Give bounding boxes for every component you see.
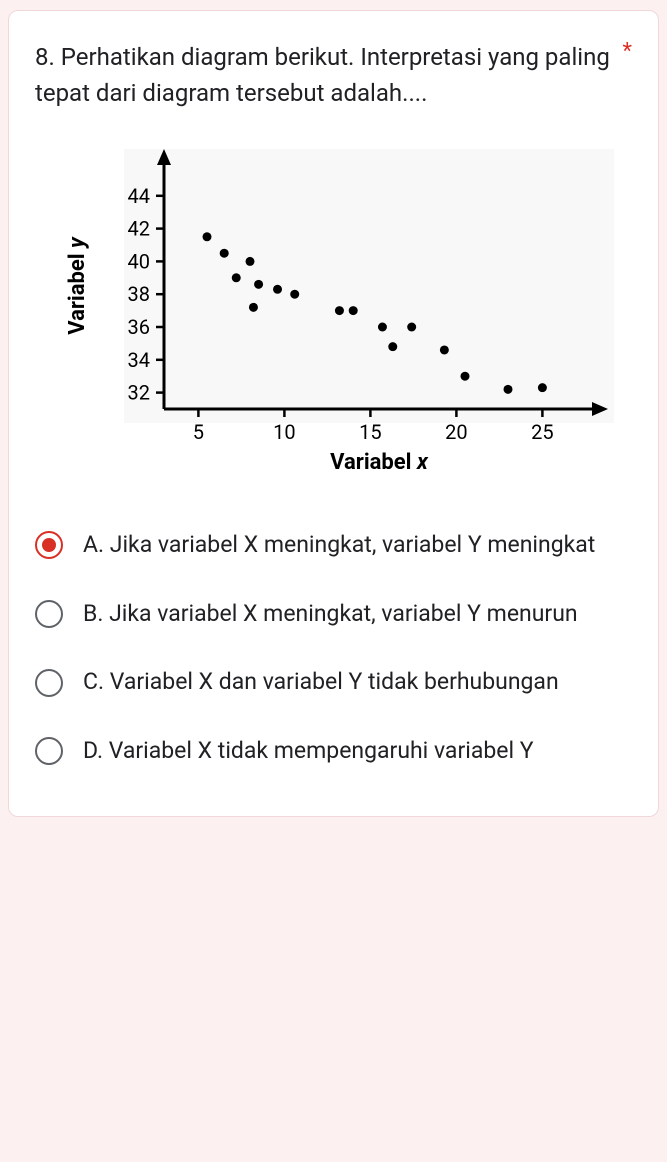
svg-text:42: 42	[127, 217, 149, 241]
svg-text:40: 40	[127, 249, 149, 273]
svg-text:25: 25	[531, 420, 553, 444]
svg-text:34: 34	[127, 348, 149, 372]
option-label-D: D. Variabel X tidak mempengaruhi variabe…	[83, 735, 534, 768]
radio-D[interactable]	[35, 737, 63, 765]
option-label-C: C. Variabel X dan variabel Y tidak berhu…	[83, 666, 559, 699]
svg-text:Variabel x: Variabel x	[330, 450, 429, 475]
svg-text:20: 20	[445, 420, 467, 444]
svg-text:Variabel y: Variabel y	[65, 236, 90, 335]
svg-text:38: 38	[127, 282, 149, 306]
svg-text:36: 36	[127, 315, 149, 339]
option-A[interactable]: A. Jika variabel X meningkat, variabel Y…	[35, 511, 632, 580]
radio-A[interactable]	[35, 531, 63, 559]
required-asterisk: *	[623, 39, 632, 64]
options-group: A. Jika variabel X meningkat, variabel Y…	[35, 511, 632, 786]
radio-B[interactable]	[35, 600, 63, 628]
option-label-B: B. Jika variabel X meningkat, variabel Y…	[83, 598, 578, 631]
option-C[interactable]: C. Variabel X dan variabel Y tidak berhu…	[35, 648, 632, 717]
option-D[interactable]: D. Variabel X tidak mempengaruhi variabe…	[35, 717, 632, 786]
option-label-A: A. Jika variabel X meningkat, variabel Y…	[83, 529, 595, 562]
svg-text:15: 15	[359, 420, 381, 444]
scatter-chart: 32 34 36 38 40 42 44 5 10 15 20 25 Variabel y Variabe…	[35, 145, 632, 485]
svg-text:32: 32	[127, 381, 149, 405]
option-B[interactable]: B. Jika variabel X meningkat, variabel Y…	[35, 580, 632, 649]
question-text: 8. Perhatikan diagram berikut. Interpret…	[35, 39, 632, 111]
chart-svg: 32 34 36 38 40 42 44 5 10 15 20 25 Variabel y Variabe…	[54, 145, 614, 485]
question-card: 8. Perhatikan diagram berikut. Interpret…	[8, 10, 659, 817]
svg-text:44: 44	[127, 184, 149, 208]
svg-text:5: 5	[192, 420, 203, 444]
svg-text:10: 10	[273, 420, 295, 444]
question-header: 8. Perhatikan diagram berikut. Interpret…	[35, 39, 632, 111]
radio-C[interactable]	[35, 669, 63, 697]
